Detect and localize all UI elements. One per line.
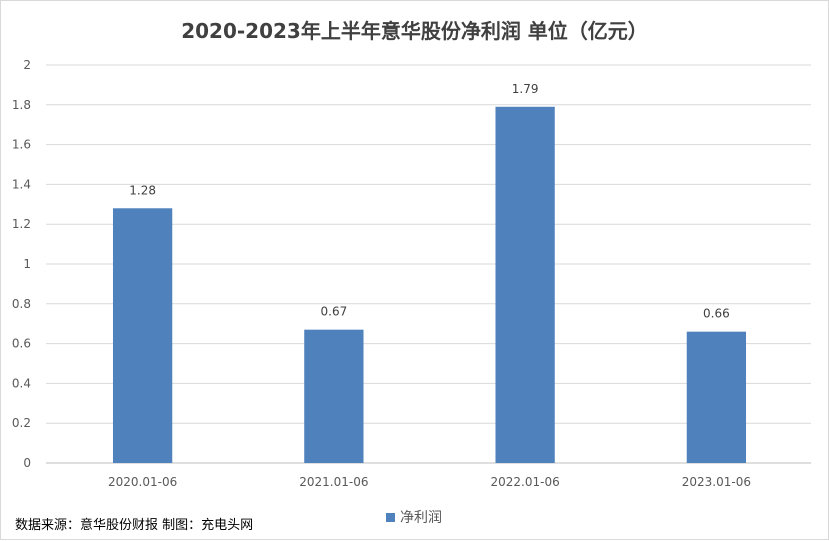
y-tick-label: 1 [23,257,31,271]
data-label: 0.66 [703,307,730,321]
data-label: 1.28 [129,183,156,197]
bar [304,329,364,463]
legend: 净利润 [386,507,442,527]
bar [495,106,555,463]
x-tick-label: 2023.01-06 [682,475,751,489]
source-note: 数据来源：意华股份财报 制图：充电头网 [15,518,254,533]
data-label: 1.79 [512,82,539,96]
chart-title: 2020-2023年上半年意华股份净利润 单位（亿元） [181,19,648,43]
y-tick-label: 0.4 [12,376,31,390]
bar [686,331,747,463]
y-tick-label: 1.8 [12,98,31,112]
y-tick-label: 1.6 [12,138,31,152]
y-tick-label: 1.2 [12,217,31,231]
x-tick-label: 2022.01-06 [491,475,560,489]
bar [112,208,173,463]
y-tick-label: 0 [23,456,31,470]
legend-label: 净利润 [400,510,442,526]
x-tick-label: 2021.01-06 [299,475,368,489]
legend-swatch [386,512,395,522]
x-tick-label: 2020.01-06 [108,475,177,489]
data-label: 0.67 [321,305,348,319]
y-tick-label: 0.6 [12,337,31,351]
y-tick-label: 0.2 [12,416,31,430]
y-tick-label: 1.4 [12,177,31,191]
y-tick-label: 0.8 [12,297,31,311]
y-tick-label: 2 [23,58,31,72]
